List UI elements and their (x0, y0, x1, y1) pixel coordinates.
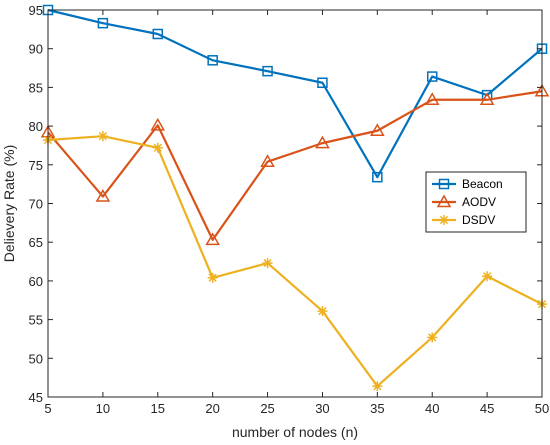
series-layer (40, 4, 550, 392)
legend-item-beacon: Beacon (432, 177, 503, 191)
data-point-dsdv (317, 306, 328, 317)
data-point-beacon (372, 171, 383, 183)
data-point-dsdv (482, 271, 493, 282)
data-point-beacon (97, 17, 109, 29)
y-tick-label: 65 (29, 235, 43, 250)
data-point-beacon (426, 71, 438, 82)
legend-label-aodv: AODV (462, 195, 496, 209)
data-point-dsdv (207, 272, 218, 283)
x-tick-label: 50 (535, 401, 549, 416)
legend-marker-beacon (438, 178, 450, 190)
data-point-aodv (315, 135, 330, 149)
data-point-dsdv (97, 131, 108, 142)
y-tick-label: 55 (29, 313, 43, 328)
x-tick-label: 30 (315, 401, 329, 416)
data-point-dsdv (372, 381, 383, 392)
series-line-aodv (47, 90, 543, 241)
legend-marker-aodv (436, 194, 452, 208)
data-point-aodv (370, 123, 385, 136)
y-tick-label: 95 (29, 3, 43, 18)
asterisk-stroke (373, 382, 382, 391)
data-point-dsdv (427, 332, 438, 343)
legend-marker-dsdv (439, 215, 449, 225)
asterisk-stroke (439, 215, 449, 225)
series-dsdv (43, 131, 547, 392)
y-tick-label: 50 (29, 351, 43, 366)
asterisk-stroke (428, 333, 437, 342)
x-tick-label: 15 (151, 401, 165, 416)
data-point-beacon (262, 65, 273, 77)
asterisk-stroke (98, 132, 108, 141)
series-aodv (40, 83, 550, 246)
data-point-dsdv (152, 142, 163, 153)
x-tick-label: 20 (205, 401, 219, 416)
data-point-aodv (260, 154, 275, 167)
y-tick-label: 70 (29, 197, 43, 212)
x-tick-label: 25 (260, 401, 274, 416)
x-tick-label: 5 (44, 401, 51, 416)
y-tick-label: 75 (29, 158, 43, 173)
data-point-aodv (424, 92, 440, 106)
asterisk-stroke (318, 306, 327, 316)
axes-layer: 5 10 15 20 25 30 35 40 45 50 45 50 55 60 65 70 75 80 85 90 9… (29, 3, 550, 416)
data-point-aodv (479, 92, 495, 106)
x-tick-label: 45 (480, 401, 494, 416)
y-tick-label: 90 (29, 42, 43, 57)
legend-item-aodv: AODV (432, 194, 496, 209)
series-line-dsdv (47, 135, 543, 388)
y-axis-label: Delievery Rate (%) (1, 145, 17, 262)
asterisk-stroke (153, 143, 162, 152)
data-point-aodv (150, 117, 166, 131)
data-point-aodv (95, 189, 111, 202)
data-point-beacon (152, 28, 164, 40)
x-axis-label: number of nodes (n) (232, 424, 358, 440)
data-point-aodv (205, 232, 220, 246)
data-point-beacon (207, 55, 218, 66)
x-tick-label: 35 (370, 401, 384, 416)
x-tick-label: 10 (96, 401, 110, 416)
asterisk-stroke (208, 273, 217, 282)
y-tick-label: 85 (29, 80, 43, 95)
y-tick-label: 80 (29, 119, 43, 134)
series-line-beacon (47, 8, 543, 179)
data-point-beacon (317, 77, 328, 89)
x-tick-label: 40 (425, 401, 439, 416)
y-tick-label: 45 (29, 390, 43, 405)
y-tick-label: 60 (29, 274, 43, 289)
data-point-dsdv (262, 258, 273, 269)
asterisk-stroke (482, 272, 492, 281)
legend-label-dsdv: DSDV (462, 213, 495, 227)
asterisk-stroke (263, 258, 272, 268)
legend: Beacon AODV DSDV (425, 171, 527, 233)
legend-item-dsdv: DSDV (432, 213, 495, 227)
legend-label-beacon: Beacon (462, 177, 503, 191)
